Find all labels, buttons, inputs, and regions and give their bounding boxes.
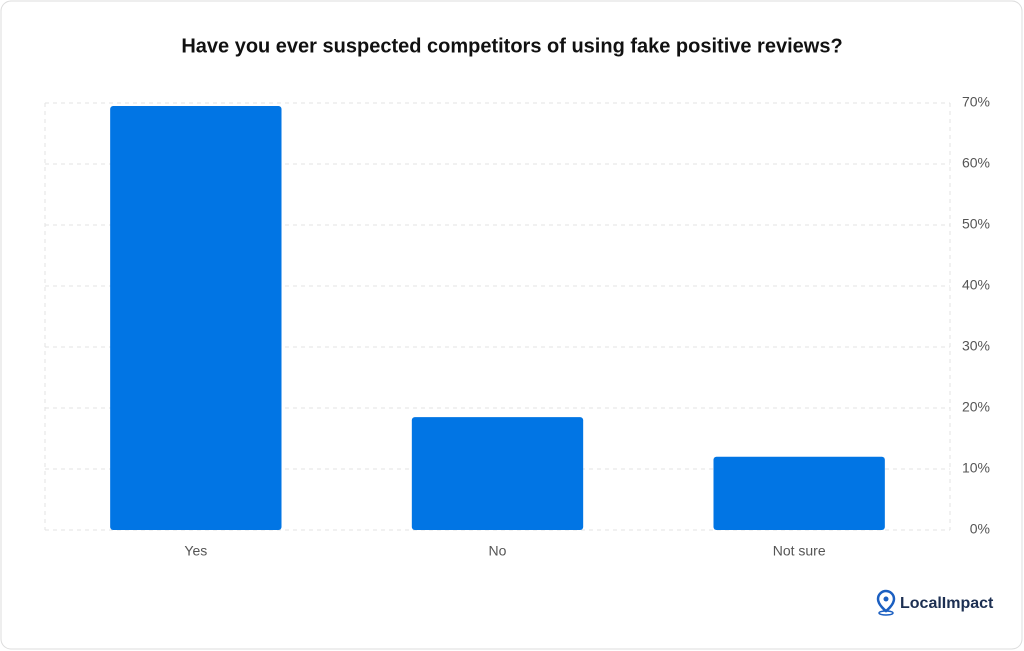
bar	[411, 417, 584, 530]
y-tick-label: 50%	[962, 216, 990, 232]
y-tick-label: 30%	[962, 338, 990, 354]
x-tick-label: Yes	[184, 543, 207, 559]
y-tick-label: 40%	[962, 277, 990, 293]
x-tick-label: No	[489, 543, 507, 559]
y-tick-label: 20%	[962, 399, 990, 415]
bar	[713, 456, 885, 530]
bar	[110, 106, 282, 531]
logo-base	[878, 610, 894, 616]
x-tick-label: Not sure	[773, 543, 826, 559]
logo-dot	[883, 596, 889, 602]
y-tick-label: 60%	[962, 155, 990, 171]
y-tick-label: 70%	[962, 94, 990, 110]
logo: LocalImpact	[876, 589, 994, 616]
y-tick-label: 10%	[962, 460, 990, 476]
y-tick-label: 0%	[970, 521, 990, 537]
logo-text: LocalImpact	[900, 595, 994, 612]
chart-title: Have you ever suspected competitors of u…	[181, 35, 842, 57]
